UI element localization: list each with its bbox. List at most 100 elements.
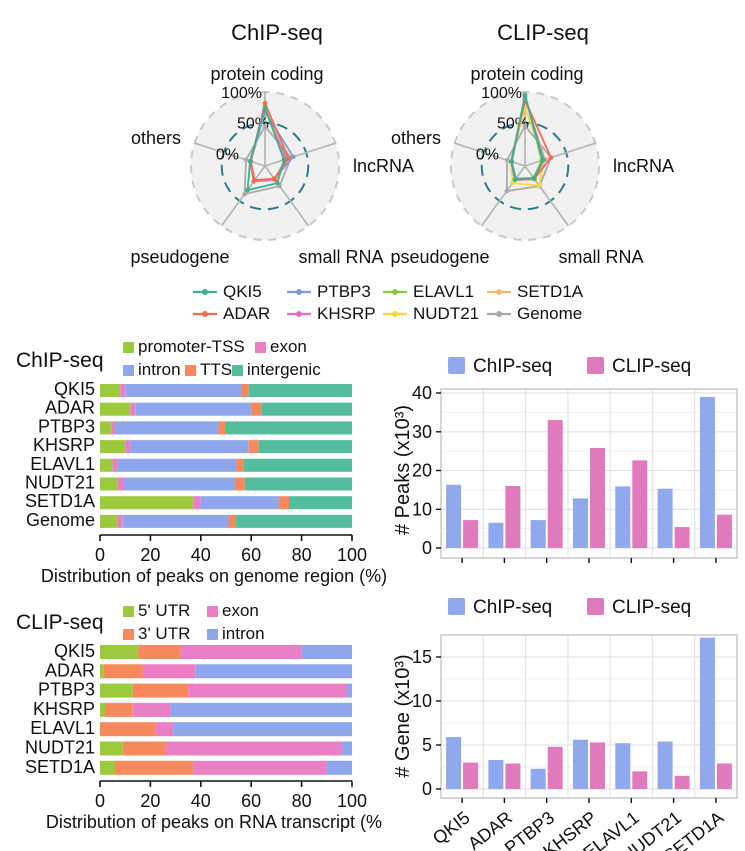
bar-segment-qki5-promoter-tss bbox=[100, 384, 121, 397]
radar-series-point-adar-lncrna bbox=[548, 155, 554, 160]
y-tick-label-0: 0 bbox=[422, 538, 432, 558]
legend-item-qki5: QKI5 bbox=[193, 282, 262, 301]
bar-segment-nudt21-exon bbox=[117, 477, 124, 491]
stacked-bar-row-ptbp3 bbox=[100, 421, 352, 435]
bar-group-adar bbox=[488, 760, 521, 789]
radar-tick-label-0: 0% bbox=[216, 146, 239, 163]
bar-segment-khsrp-tts bbox=[248, 440, 259, 454]
bar-ptbp3-chip-seq bbox=[530, 768, 546, 789]
bar-qki5-chip-seq bbox=[446, 484, 462, 548]
bar-segment-ptbp3-5-utr bbox=[100, 683, 133, 698]
radar-axis-label-small-rna: small RNA bbox=[558, 247, 643, 267]
radar-chart-chip-seq: ChIP-seq protein coding lncRNA small RNA pse… bbox=[130, 20, 414, 267]
legend-swatch-5-utr bbox=[123, 606, 134, 617]
legend-item-chip-seq: ChIP-seq bbox=[448, 597, 552, 618]
y-tick-label-15: 15 bbox=[412, 647, 432, 667]
bar-segment-ptbp3-intron bbox=[347, 683, 352, 698]
radar-axis-label-pseudogene: pseudogene bbox=[130, 247, 229, 267]
radar-spoke-lncrna bbox=[524, 142, 596, 167]
stacked-bar-row-adar bbox=[100, 402, 352, 416]
legend-item-clip-seq: CLIP-seq bbox=[587, 356, 691, 377]
radar-legend: QKI5 ADAR PTBP3 KHSRP ELAVL1 NUDT21 SETD1A Geno… bbox=[193, 282, 584, 323]
bar-group-khsrp bbox=[573, 739, 605, 789]
radar-tick-label-100: 100% bbox=[481, 85, 522, 102]
bar-segment-qki5-exon bbox=[180, 645, 302, 659]
bar-group-qki5 bbox=[446, 484, 479, 548]
stacked-bar-row-setd1a bbox=[100, 760, 352, 775]
chip-seq-stacked-bar-chart: ChIP-seq promoter-TSS exon intron TTS interge… bbox=[16, 337, 387, 586]
radar-axis-label-pseudogene: pseudogene bbox=[390, 247, 489, 267]
row-label-elavl1: ELAVL1 bbox=[30, 718, 95, 738]
legend-item-adar: ADAR bbox=[193, 304, 270, 323]
bar-elavl1-chip-seq bbox=[615, 486, 631, 548]
bar-khsrp-clip-seq bbox=[590, 448, 605, 548]
row-label-adar: ADAR bbox=[45, 398, 95, 418]
row-label-khsrp: KHSRP bbox=[33, 699, 95, 719]
bar-setd1a-chip-seq bbox=[699, 396, 715, 548]
legend-item-tts: TTS bbox=[185, 360, 232, 379]
legend-swatch-tts bbox=[185, 365, 196, 376]
bar-khsrp-chip-seq bbox=[573, 498, 588, 548]
legend-swatch-intergenic bbox=[232, 365, 243, 376]
legend-swatch-chip-seq bbox=[448, 598, 465, 615]
bar-segment-adar-intron bbox=[135, 402, 252, 416]
row-label-ptbp3: PTBP3 bbox=[38, 680, 95, 700]
legend-dot-genome bbox=[496, 311, 502, 317]
bar-segment-nudt21-promoter-tss bbox=[100, 477, 118, 491]
y-axis-title-genes: # Gene (x10³) bbox=[392, 654, 414, 777]
x-tick-label-100: 100 bbox=[337, 791, 367, 811]
clip-seq-stacked-bar-chart: CLIP-seq 5' UTR exon 3' UTR intron QKI5ADARPT… bbox=[16, 601, 382, 832]
legend-label-intron: intron bbox=[138, 360, 181, 379]
x-tick-label-100: 100 bbox=[337, 545, 367, 565]
radar-axis-label-protein-coding: protein coding bbox=[210, 64, 323, 84]
radar-chart-clip-seq: CLIP-seq protein coding lncRNA small RNA pse… bbox=[390, 20, 674, 267]
legend-dot-elavl1 bbox=[392, 289, 398, 295]
x-tick-label-60: 60 bbox=[241, 791, 261, 811]
bar-segment-khsrp-intergenic bbox=[258, 440, 352, 454]
legend-label-clip-seq: CLIP-seq bbox=[612, 356, 691, 377]
legend-label-setd1a: SETD1A bbox=[517, 282, 584, 301]
bar-segment-khsrp-exon bbox=[125, 440, 131, 454]
radar-series-point-genome-pseudogene bbox=[504, 188, 510, 194]
stacked-bar-row-elavl1 bbox=[100, 458, 352, 472]
radar-series-point-adar-small-rna bbox=[271, 176, 277, 181]
radar-series-line-qki5 bbox=[510, 94, 544, 181]
bar-segment-ptbp3-tts bbox=[218, 421, 226, 435]
bar-segment-khsrp-3-utr bbox=[105, 702, 133, 717]
row-label-qki5: QKI5 bbox=[54, 379, 95, 399]
x-tick-label-20: 20 bbox=[140, 791, 160, 811]
bar-segment-ptbp3-exon bbox=[188, 683, 347, 698]
radar-series-point-ptbp3-lncrna bbox=[291, 154, 296, 160]
bar-ptbp3-clip-seq bbox=[547, 746, 563, 789]
legend-label-5-utr: 5' UTR bbox=[138, 601, 190, 620]
bar-segment-qki5-tts bbox=[241, 384, 249, 397]
row-label-elavl1: ELAVL1 bbox=[30, 454, 95, 474]
bar-segment-nudt21-5-utr bbox=[100, 741, 123, 756]
radar-series-point-qki5-small-rna bbox=[275, 180, 280, 186]
y-tick-label-30: 30 bbox=[412, 422, 432, 442]
bar-segment-elavl1-exon bbox=[112, 458, 118, 472]
legend-item-5-utr: 5' UTR bbox=[123, 601, 190, 620]
legend-item-chip-seq: ChIP-seq bbox=[448, 356, 552, 377]
legend-swatch-clip-seq bbox=[587, 598, 604, 615]
bar-segment-elavl1-intron bbox=[117, 458, 236, 472]
chart-title-chip-seq: ChIP-seq bbox=[231, 20, 323, 45]
bar-setd1a-clip-seq bbox=[716, 763, 732, 789]
stacked-bar-row-qki5 bbox=[100, 384, 352, 397]
radar-series-point-qki5-small-rna bbox=[531, 176, 537, 181]
bar-segment-nudt21-3-utr bbox=[122, 741, 166, 756]
bar-segment-setd1a-intron bbox=[326, 760, 352, 775]
bar-segment-nudt21-intron bbox=[123, 477, 235, 491]
legend-swatch-exon bbox=[255, 342, 266, 353]
y-tick-label-10: 10 bbox=[412, 499, 432, 519]
bar-khsrp-chip-seq bbox=[573, 739, 588, 789]
y-tick-label-20: 20 bbox=[412, 461, 432, 481]
legend-label-nudt21: NUDT21 bbox=[413, 304, 479, 323]
legend-label-clip-seq: CLIP-seq bbox=[612, 597, 691, 618]
legend-item-3-utr: 3' UTR bbox=[123, 624, 190, 643]
bar-group-setd1a bbox=[699, 396, 732, 548]
bar-segment-genome-intron bbox=[122, 514, 229, 528]
legend-item-exon: exon bbox=[207, 601, 259, 620]
bar-segment-adar-tts bbox=[251, 402, 262, 416]
